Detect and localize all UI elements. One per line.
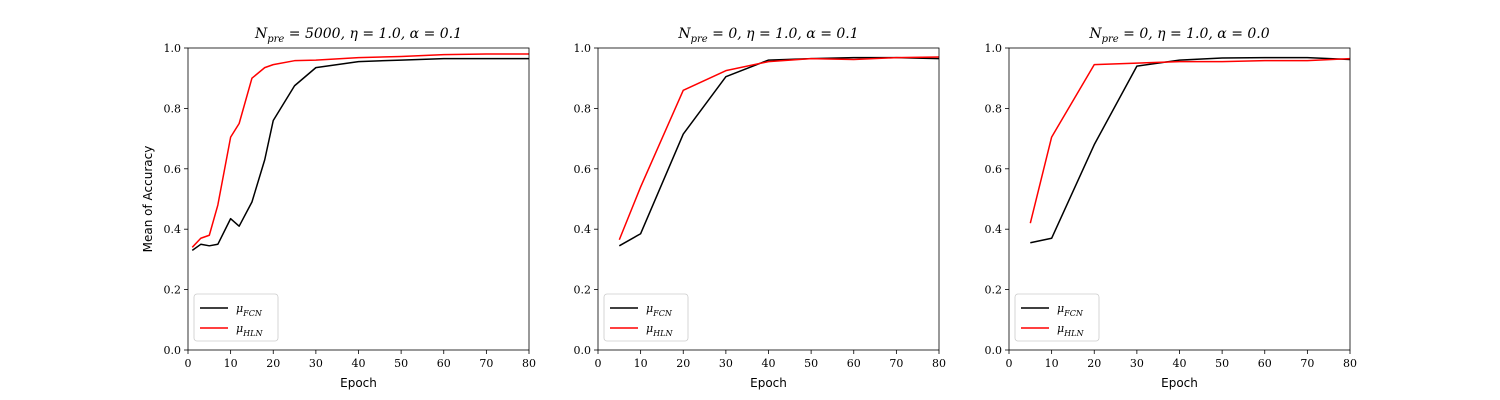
legend-label: μFCN	[1057, 302, 1084, 318]
legend: μFCN μHLN	[1014, 293, 1100, 342]
y-tick-label: 0.2	[574, 284, 592, 297]
x-axis-label: Epoch	[340, 376, 377, 390]
x-tick-label: 0	[595, 357, 602, 370]
chart-title: Npre = 5000, η = 1.0, α = 0.1	[254, 26, 462, 45]
x-axis-label: Epoch	[750, 376, 787, 390]
y-tick-label: 0.2	[164, 284, 182, 297]
chart-title: Npre = 0, η = 1.0, α = 0.1	[677, 26, 858, 45]
chart-panel-1: 0 10 20 30 40 50 60 70 80 0.0 0.2 0.4 0.6 0.8 1.0 Epoch…	[141, 26, 536, 390]
x-tick-label: 10	[224, 357, 238, 370]
legend-label: μHLN	[236, 322, 263, 338]
y-axis-label: Mean of Accuracy	[141, 146, 155, 253]
x-tick-label: 20	[1087, 357, 1101, 370]
x-tick-label: 70	[889, 357, 903, 370]
legend-label: μHLN	[646, 322, 673, 338]
y-tick-label: 0.4	[164, 223, 182, 236]
x-tick-label: 30	[719, 357, 733, 370]
legend-label: μFCN	[236, 302, 263, 318]
x-tick-label: 70	[479, 357, 493, 370]
chart-panel-2: 0 10 20 30 40 50 60 70 80 0.0 0.2 0.4 0.6 0.8 1.0 Epoch…	[574, 26, 947, 390]
x-tick-label: 20	[266, 357, 280, 370]
x-tick-label: 40	[1173, 357, 1187, 370]
y-tick-label: 0.2	[985, 284, 1003, 297]
legend-box	[603, 293, 689, 342]
series-line-fcn	[618, 56, 940, 247]
x-tick-label: 60	[1258, 357, 1272, 370]
legend: μFCN μHLN	[603, 293, 689, 342]
y-tick-label: 0.6	[985, 163, 1003, 176]
x-tick-label: 50	[1215, 357, 1229, 370]
y-tick-label: 1.0	[164, 42, 182, 55]
x-tick-label: 20	[676, 357, 690, 370]
series-line-fcn	[191, 57, 529, 251]
x-axis-label: Epoch	[1161, 376, 1198, 390]
x-tick-label: 30	[309, 357, 323, 370]
x-tick-label: 70	[1300, 357, 1314, 370]
y-tick-label: 0.4	[574, 223, 592, 236]
series-line-hln	[618, 56, 940, 241]
x-tick-label: 10	[634, 357, 648, 370]
x-tick-label: 30	[1130, 357, 1144, 370]
y-tick-label: 1.0	[574, 42, 592, 55]
series-line-hln	[1029, 57, 1351, 224]
y-tick-label: 0.8	[164, 102, 182, 115]
y-tick-label: 0.6	[164, 163, 182, 176]
x-tick-label: 10	[1045, 357, 1059, 370]
legend: μFCN μHLN	[193, 293, 279, 342]
x-tick-label: 40	[762, 357, 776, 370]
y-tick-label: 0.0	[574, 344, 592, 357]
series-line-hln	[191, 53, 529, 248]
chart-panel-3: 0 10 20 30 40 50 60 70 80 0.0 0.2 0.4 0.6 0.8 1.0 Epoch…	[985, 26, 1358, 390]
series-line-fcn	[1030, 56, 1351, 244]
x-tick-label: 0	[1006, 357, 1013, 370]
y-tick-label: 0.4	[985, 223, 1003, 236]
x-tick-label: 50	[804, 357, 818, 370]
y-tick-label: 1.0	[985, 42, 1003, 55]
y-tick-label: 0.8	[574, 102, 592, 115]
x-tick-label: 80	[932, 357, 946, 370]
y-tick-label: 0.8	[985, 102, 1003, 115]
legend-label: μHLN	[1057, 322, 1084, 338]
y-tick-label: 0.0	[985, 344, 1003, 357]
y-tick-label: 0.0	[164, 344, 182, 357]
chart-title: Npre = 0, η = 1.0, α = 0.0	[1088, 26, 1269, 45]
legend-box	[193, 293, 279, 342]
x-tick-label: 40	[352, 357, 366, 370]
y-tick-label: 0.6	[574, 163, 592, 176]
x-tick-label: 60	[437, 357, 451, 370]
x-tick-label: 60	[847, 357, 861, 370]
legend-label: μFCN	[646, 302, 673, 318]
x-tick-label: 80	[1343, 357, 1357, 370]
x-tick-label: 80	[522, 357, 536, 370]
legend-box	[1014, 293, 1100, 342]
x-tick-label: 50	[394, 357, 408, 370]
x-tick-label: 0	[185, 357, 192, 370]
